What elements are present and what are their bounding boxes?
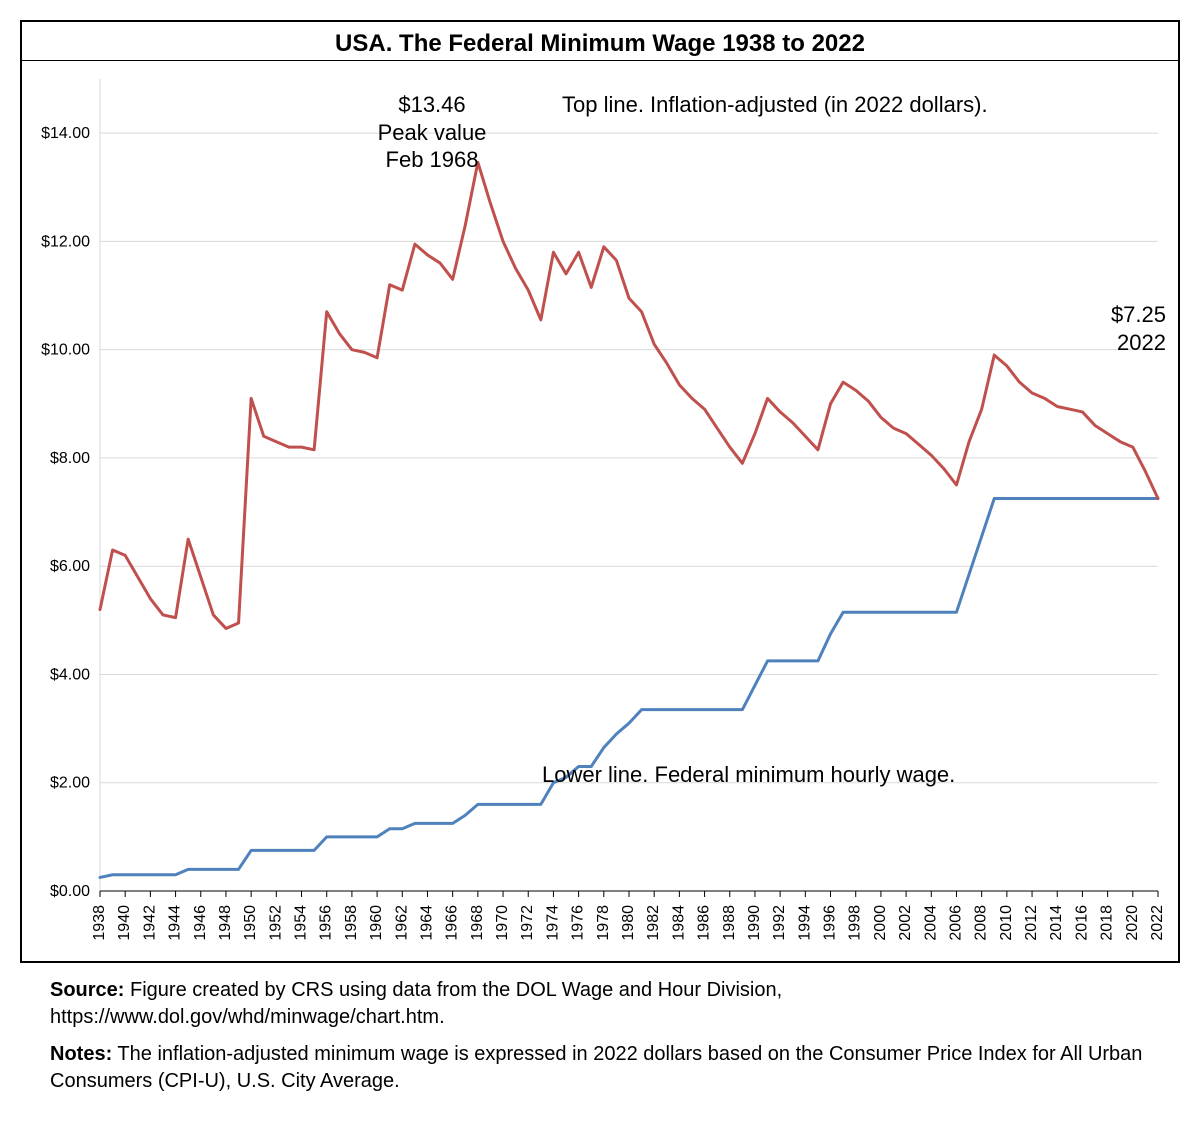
svg-text:1940: 1940 [116,905,133,941]
source-text: Figure created by CRS using data from th… [50,979,782,1028]
svg-text:2000: 2000 [872,905,889,941]
svg-text:1992: 1992 [771,905,788,941]
svg-text:1984: 1984 [670,905,687,941]
svg-text:2018: 2018 [1099,905,1116,941]
svg-text:$2.00: $2.00 [50,775,90,792]
svg-text:2010: 2010 [998,905,1015,941]
end-value-amount: $7.25 [1111,302,1166,327]
svg-text:1946: 1946 [192,905,209,941]
end-value-year: 2022 [1117,330,1166,355]
svg-text:2014: 2014 [1048,905,1065,941]
svg-text:$12.00: $12.00 [41,233,90,250]
svg-text:1980: 1980 [620,905,637,941]
svg-text:2004: 2004 [922,905,939,941]
svg-text:$10.00: $10.00 [41,342,90,359]
footer-notes: Source: Figure created by CRS using data… [20,963,1180,1123]
svg-text:1964: 1964 [418,905,435,941]
svg-text:1998: 1998 [847,905,864,941]
lower-line-label: Lower line. Federal minimum hourly wage. [542,761,1162,789]
svg-text:1996: 1996 [822,905,839,941]
peak-value: $13.46 [398,92,465,117]
svg-text:1974: 1974 [544,905,561,941]
svg-text:1988: 1988 [721,905,738,941]
svg-text:1950: 1950 [242,905,259,941]
svg-text:$0.00: $0.00 [50,883,90,900]
chart-container: USA. The Federal Minimum Wage 1938 to 20… [20,20,1180,963]
svg-text:1952: 1952 [267,905,284,941]
svg-text:$8.00: $8.00 [50,450,90,467]
svg-text:1990: 1990 [746,905,763,941]
svg-text:1994: 1994 [796,905,813,941]
peak-annotation: $13.46 Peak value Feb 1968 [332,91,532,174]
chart-title: USA. The Federal Minimum Wage 1938 to 20… [22,22,1178,61]
svg-text:1978: 1978 [595,905,612,941]
svg-text:2016: 2016 [1073,905,1090,941]
svg-text:1942: 1942 [141,905,158,941]
svg-text:$14.00: $14.00 [41,125,90,142]
top-line-text: Top line. Inflation-adjusted (in 2022 do… [562,92,988,117]
svg-text:1966: 1966 [444,905,461,941]
svg-text:1938: 1938 [91,905,108,941]
svg-text:1956: 1956 [318,905,335,941]
svg-text:1962: 1962 [393,905,410,941]
svg-text:2022: 2022 [1149,905,1166,941]
svg-text:1976: 1976 [570,905,587,941]
svg-text:1958: 1958 [343,905,360,941]
svg-text:2012: 2012 [1023,905,1040,941]
svg-text:2002: 2002 [897,905,914,941]
svg-text:1944: 1944 [167,905,184,941]
svg-text:1948: 1948 [217,905,234,941]
svg-text:1982: 1982 [645,905,662,941]
peak-label: Peak value [378,120,487,145]
end-value-annotation: $7.25 2022 [1046,301,1166,356]
svg-text:2020: 2020 [1124,905,1141,941]
top-line-label: Top line. Inflation-adjusted (in 2022 do… [562,91,1182,119]
svg-text:1986: 1986 [696,905,713,941]
svg-text:$6.00: $6.00 [50,558,90,575]
notes-label: Notes: [50,1043,112,1065]
notes-text: The inflation-adjusted minimum wage is e… [50,1043,1142,1092]
svg-text:1954: 1954 [293,905,310,941]
svg-text:1972: 1972 [519,905,536,941]
svg-text:1968: 1968 [469,905,486,941]
source-label: Source: [50,979,124,1001]
chart-svg: $0.00 $2.00 $4.00 $6.00 $8.00 $10.00 $12.00 $14… [22,61,1178,961]
plot-region: $0.00 $2.00 $4.00 $6.00 $8.00 $10.00 $12.00 $14… [22,61,1178,961]
lower-line-text: Lower line. Federal minimum hourly wage. [542,762,955,787]
svg-text:1970: 1970 [494,905,511,941]
svg-text:1960: 1960 [368,905,385,941]
svg-text:$4.00: $4.00 [50,666,90,683]
peak-date: Feb 1968 [386,147,479,172]
svg-text:2008: 2008 [973,905,990,941]
svg-text:2006: 2006 [947,905,964,941]
